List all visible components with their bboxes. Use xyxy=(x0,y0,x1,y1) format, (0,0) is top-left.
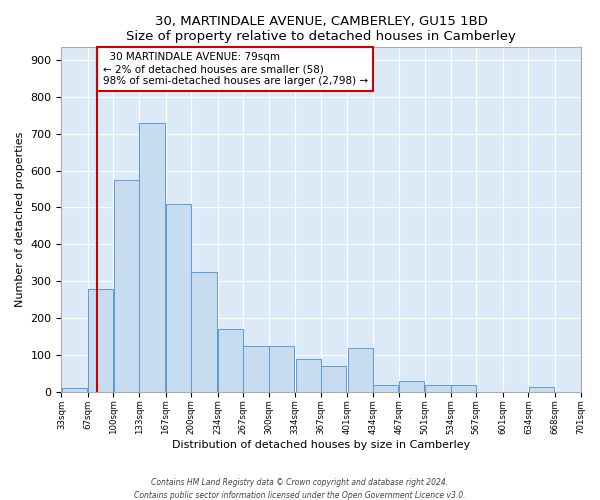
Bar xyxy=(244,346,269,392)
Bar xyxy=(62,388,87,392)
Text: Contains HM Land Registry data © Crown copyright and database right 2024.
Contai: Contains HM Land Registry data © Crown c… xyxy=(134,478,466,500)
Bar xyxy=(529,387,554,392)
Text: 30 MARTINDALE AVENUE: 79sqm
← 2% of detached houses are smaller (58)
98% of semi: 30 MARTINDALE AVENUE: 79sqm ← 2% of deta… xyxy=(103,52,368,86)
Y-axis label: Number of detached properties: Number of detached properties xyxy=(15,132,25,307)
Bar xyxy=(347,348,373,392)
Bar xyxy=(321,366,346,392)
Bar xyxy=(139,122,164,392)
Bar xyxy=(166,204,191,392)
Bar xyxy=(269,346,295,392)
Bar xyxy=(113,180,139,392)
Bar xyxy=(218,329,243,392)
X-axis label: Distribution of detached houses by size in Camberley: Distribution of detached houses by size … xyxy=(172,440,470,450)
Bar xyxy=(425,384,451,392)
Title: 30, MARTINDALE AVENUE, CAMBERLEY, GU15 1BD
Size of property relative to detached: 30, MARTINDALE AVENUE, CAMBERLEY, GU15 1… xyxy=(126,15,516,43)
Bar xyxy=(399,381,424,392)
Bar xyxy=(451,386,476,392)
Bar xyxy=(296,358,321,392)
Bar xyxy=(373,386,398,392)
Bar xyxy=(88,288,113,392)
Bar xyxy=(191,272,217,392)
